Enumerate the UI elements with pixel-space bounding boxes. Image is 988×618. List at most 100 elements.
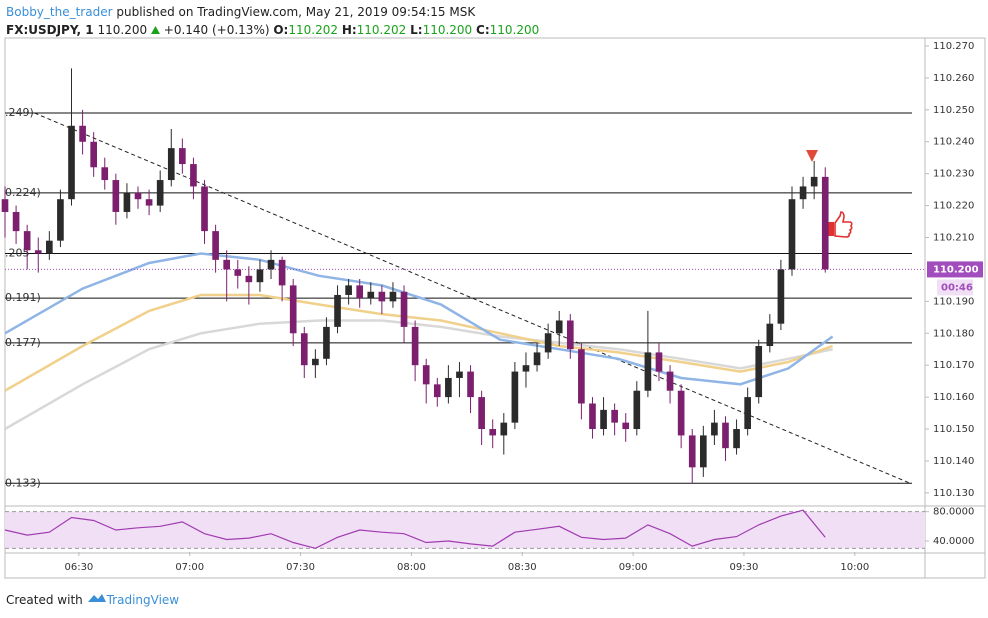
y-tick-label: 110.230: [933, 169, 974, 180]
candle-body: [34, 250, 42, 254]
candle-body: [533, 352, 541, 366]
candle-body: [267, 259, 275, 270]
x-tick-label: 08:00: [397, 562, 426, 573]
candle-body: [57, 199, 64, 241]
candle-body: [445, 377, 452, 398]
last-price-box: [927, 261, 983, 278]
candle-body: [810, 176, 818, 187]
o-value: 110.202: [288, 23, 338, 37]
candle-body: [256, 269, 264, 283]
candle-body: [433, 384, 441, 398]
candle-body: [68, 125, 75, 200]
l-label: L:: [410, 23, 423, 37]
x-tick-label: 07:30: [286, 562, 315, 573]
o-label: O:: [273, 23, 289, 37]
candle-body: [167, 148, 175, 181]
rsi-tick-label: 80.0000: [933, 507, 974, 518]
tv-logo: [87, 594, 106, 602]
candle-body: [655, 352, 663, 372]
candle-body: [345, 285, 352, 295]
candle-body: [578, 349, 585, 404]
candle-body: [622, 422, 630, 430]
symbol-line: FX:USDJPY, 1 110.200 +0.140 (+0.13%) O:1…: [6, 21, 539, 39]
candle-body: [500, 422, 508, 436]
y-tick-label: 110.250: [933, 105, 974, 116]
countdown: 00:46: [941, 282, 973, 293]
y-tick-label: 110.150: [933, 424, 974, 435]
candle-body: [600, 409, 607, 430]
header-line: Bobby_the_trader published on TradingVie…: [6, 3, 539, 21]
countdown-box: [937, 279, 973, 296]
candle-body: [234, 269, 242, 276]
candle-body: [312, 358, 319, 366]
y-tick-label: 110.260: [933, 73, 974, 84]
frame: [4, 37, 986, 579]
candle-body: [821, 176, 829, 270]
candle-body: [278, 259, 286, 286]
candle-body: [323, 326, 330, 359]
rsi-tick-label: 40.0000: [933, 536, 974, 547]
level-label: 0.224): [5, 186, 41, 199]
footer: Created with TradingView: [6, 592, 179, 607]
candle-body: [788, 199, 796, 270]
y-tick-label: 110.210: [933, 233, 974, 244]
candle-body: [489, 429, 497, 436]
candle-body: [190, 164, 197, 187]
c-value: 110.200: [489, 23, 540, 37]
change: +0.140 (+0.13%): [163, 23, 270, 37]
x-tick-label: 09:00: [619, 562, 648, 573]
candle-body: [422, 365, 430, 385]
candle-body: [289, 285, 297, 334]
created-with: Created with: [6, 593, 83, 607]
c-label: C:: [476, 23, 490, 37]
candle-body: [1, 199, 9, 212]
y-tick-label: 110.140: [933, 456, 974, 467]
candle-body: [699, 435, 707, 468]
candle-body: [611, 409, 618, 423]
author[interactable]: Bobby_the_trader: [6, 5, 113, 19]
candle-body: [378, 291, 386, 302]
candle-body: [156, 180, 164, 206]
candle-body: [123, 192, 131, 212]
candle-body: [456, 371, 463, 378]
candle-body: [79, 125, 86, 142]
last-price-label: 110.200: [933, 264, 979, 275]
candle-body: [112, 180, 120, 212]
candle-body: [411, 326, 419, 366]
y-tick-label: 110.240: [933, 137, 974, 148]
candle-body: [367, 291, 375, 299]
x-tick-label: 07:00: [175, 562, 204, 573]
published: published on TradingView.com, May 21, 20…: [116, 5, 476, 19]
candle-body: [522, 365, 530, 372]
candle-body: [711, 422, 718, 436]
candle-body: [755, 346, 763, 398]
header: Bobby_the_trader published on TradingVie…: [6, 3, 539, 39]
candle-body: [46, 240, 53, 254]
candle-body: [334, 294, 341, 327]
candle-body: [23, 231, 31, 251]
level-label: 0.177): [5, 336, 41, 349]
level-label: .205: [5, 246, 30, 259]
symbol: FX:USDJPY, 1: [6, 23, 94, 37]
y-tick-label: 110.270: [933, 41, 974, 52]
candle-body: [90, 141, 97, 168]
candle-body: [389, 291, 397, 302]
y-tick-label: 110.160: [933, 392, 974, 403]
rsi-line: [4, 509, 826, 549]
candle-body: [101, 167, 109, 181]
brand[interactable]: TradingView: [106, 593, 180, 607]
x-tick-label: 10:00: [840, 562, 869, 573]
h-label: H:: [341, 23, 357, 37]
sell-arrow: [806, 150, 818, 162]
candle-body: [145, 199, 153, 206]
candle-body: [223, 259, 231, 270]
y-tick-label: 110.130: [933, 488, 974, 499]
thumbs-up: [828, 211, 853, 238]
candle-body: [777, 269, 785, 324]
moving-average: [5, 293, 834, 392]
candle-body: [134, 192, 142, 200]
candle-body: [722, 422, 729, 449]
candle-body: [356, 285, 364, 299]
candle-body: [733, 429, 740, 449]
